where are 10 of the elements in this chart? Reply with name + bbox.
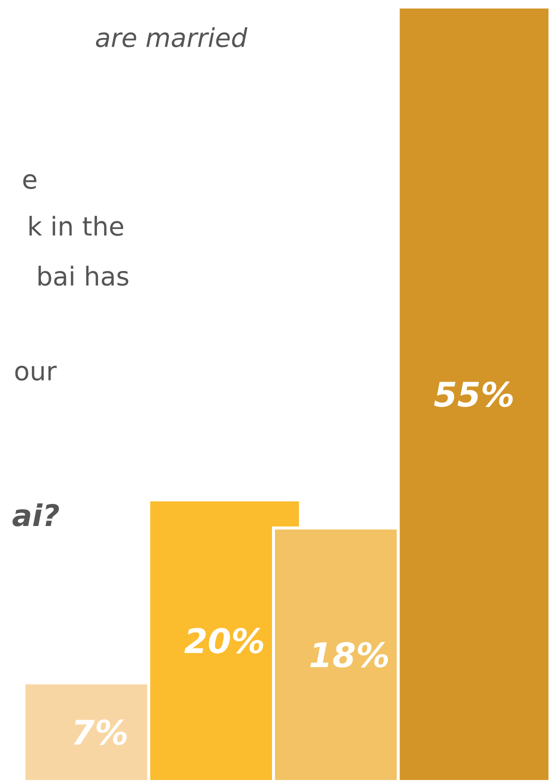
data-label: 18% (310, 642, 388, 668)
annotation: are married (96, 27, 248, 48)
annotation: ai? (12, 503, 59, 526)
annotation: our (15, 366, 57, 381)
data-label: 7% (74, 719, 127, 745)
data-label: 20% (184, 628, 264, 654)
text: e (23, 174, 36, 189)
annotation: k in the (30, 216, 124, 236)
data-label: 55% (434, 381, 513, 408)
annotation: bai has (38, 266, 128, 286)
